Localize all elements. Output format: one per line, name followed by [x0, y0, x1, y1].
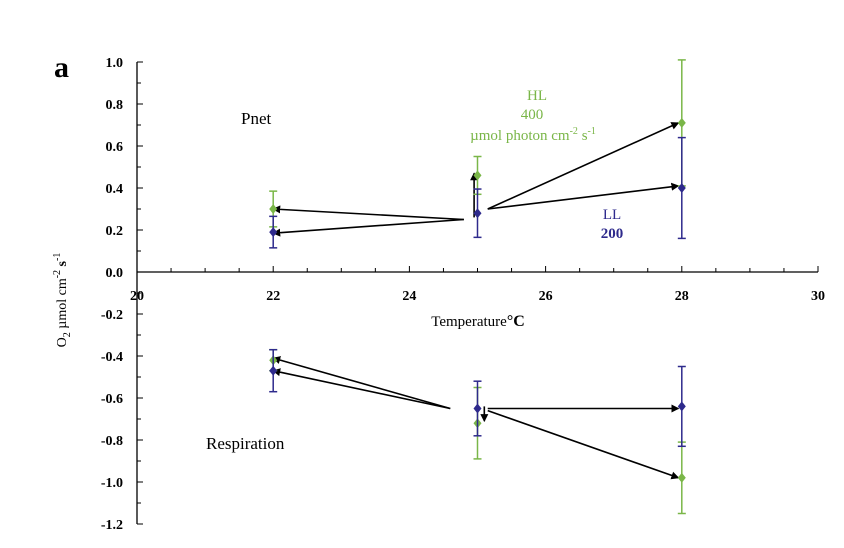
- x-axis-label: Temperature°C: [431, 313, 525, 330]
- trend-arrow: [487, 122, 680, 210]
- diamond-marker: [269, 365, 278, 376]
- diamond-marker: [473, 208, 482, 219]
- trend-arrow: [272, 368, 451, 410]
- data-point-ll: [677, 136, 686, 240]
- y-tick-label: -0.2: [101, 308, 123, 323]
- y-tick-label: -0.4: [101, 350, 123, 365]
- data-point-hl: [677, 441, 686, 515]
- data-point-ll: [269, 215, 278, 249]
- data-point-ll: [269, 348, 278, 393]
- data-marks: [269, 59, 686, 515]
- diamond-marker: [677, 472, 686, 483]
- y-tick-label: -0.6: [101, 392, 123, 407]
- diamond-marker: [269, 227, 278, 238]
- data-point-ll: [473, 188, 482, 239]
- diamond-marker: [473, 403, 482, 414]
- y-tick-label: 0.0: [106, 266, 124, 281]
- pnet-label: Pnet: [241, 109, 272, 128]
- x-tick-label: 30: [811, 289, 825, 304]
- arrows: [272, 122, 680, 480]
- ll-value: 200: [601, 226, 624, 242]
- trend-arrow: [487, 182, 680, 210]
- diamond-marker: [269, 204, 278, 214]
- y-tick-label: 0.6: [106, 140, 124, 155]
- y-axis-label: O2 µmol cm-2 s-1: [52, 253, 73, 348]
- trend-arrow: [487, 409, 680, 480]
- x-tick-label: 26: [539, 289, 553, 304]
- hl-value: 400: [521, 107, 544, 123]
- trend-arrow: [272, 218, 464, 237]
- y-tick-label: 0.2: [106, 224, 124, 239]
- diamond-marker: [677, 183, 686, 193]
- x-tick-label: 20: [130, 289, 144, 304]
- trend-arrow: [272, 205, 464, 221]
- ll-title: LL: [603, 207, 621, 223]
- axes: 1.0 0.8 0.6 0.4 0.2 0.0 -0.2 -0.4 -0.6 -0.8 -1.0 -1…: [101, 56, 825, 533]
- respiration-label: Respiration: [206, 434, 285, 453]
- trend-arrow: [272, 356, 451, 410]
- hl-title: HL: [527, 88, 547, 104]
- diamond-marker: [677, 117, 686, 128]
- hl-unit: µmol photon cm-2 s-1: [470, 126, 596, 144]
- x-tick-label: 22: [266, 289, 280, 304]
- y-tick-label: 0.4: [106, 182, 124, 197]
- y-tick-label: 1.0: [106, 56, 124, 71]
- y-tick-label: 0.8: [106, 98, 124, 113]
- diamond-marker: [677, 401, 686, 412]
- y-tick-label: -1.2: [101, 518, 123, 533]
- x-tick-label: 28: [675, 289, 689, 304]
- diamond-marker: [473, 170, 482, 181]
- panel-label: a: [54, 51, 69, 84]
- data-point-ll: [473, 380, 482, 437]
- y-tick-label: -1.0: [101, 476, 123, 491]
- y-tick-label: -0.8: [101, 434, 123, 449]
- data-point-ll: [677, 365, 686, 448]
- x-tick-label: 24: [402, 289, 416, 304]
